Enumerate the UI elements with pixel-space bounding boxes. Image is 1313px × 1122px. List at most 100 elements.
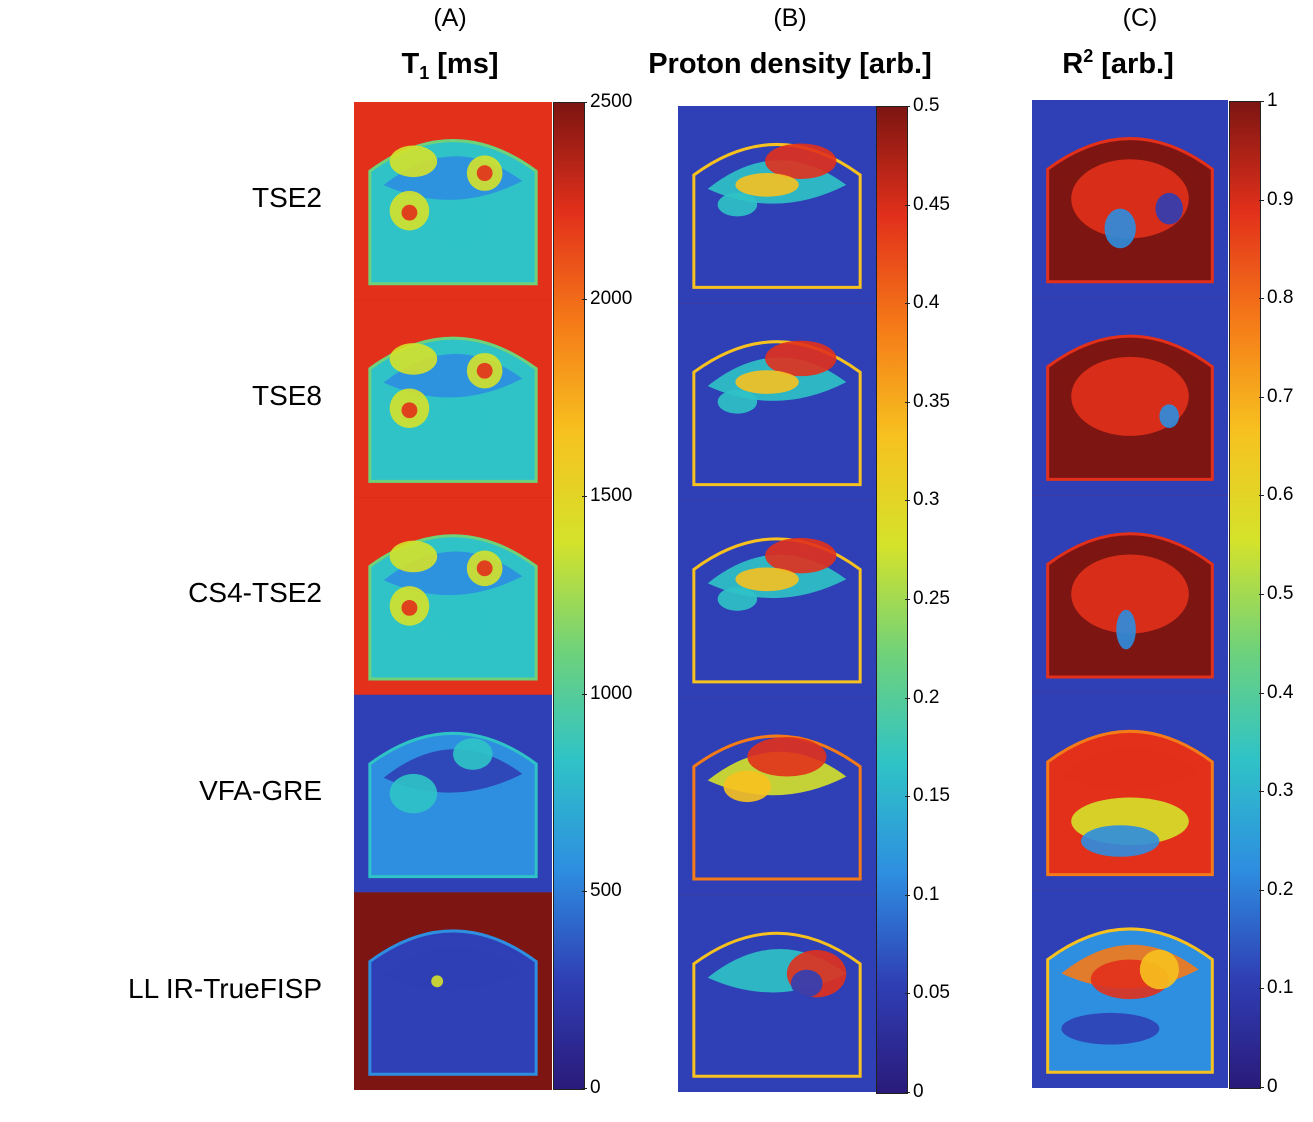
colorbar-tick-label: 1000 — [590, 682, 633, 704]
panel-b-title: Proton density [arb.] — [648, 48, 932, 80]
tissue-blob — [717, 587, 758, 611]
panel-b-letter: (B) — [773, 4, 807, 32]
colorbar-tick-mark — [582, 693, 587, 695]
colorbar-tick-mark — [905, 401, 910, 403]
colorbar-tick-mark — [905, 894, 910, 896]
tissue-blob — [431, 975, 444, 988]
mri-slice — [1032, 100, 1228, 298]
colorbar-tick-mark — [905, 204, 910, 206]
mri-slice — [678, 500, 876, 698]
colorbar-tick-mark — [582, 890, 587, 892]
tissue-blob — [717, 192, 758, 217]
tissue-blob — [476, 362, 493, 379]
tissue-blob — [765, 537, 837, 574]
colorbar-tick-mark — [582, 102, 587, 103]
colorbar-tick-label: 0.7 — [1267, 385, 1294, 407]
r2-map-strip — [1032, 100, 1228, 1088]
tissue-blob — [735, 370, 799, 394]
tissue-blob — [765, 143, 837, 179]
colorbar-tick-mark — [1259, 1087, 1264, 1088]
row-label-tse2: TSE2 — [251, 182, 322, 213]
tissue-blob — [735, 567, 799, 592]
colorbar-tick-label: 0.5 — [913, 95, 940, 116]
row-label-ll-ir-truefisp: LL IR-TrueFISP — [128, 973, 322, 1004]
tissue-blob — [717, 389, 758, 414]
tissue-blob — [476, 560, 493, 577]
panel-c-title: R2 [arb.] — [1062, 46, 1174, 80]
mri-slice — [1032, 495, 1228, 693]
tissue-blob — [723, 770, 772, 803]
mri-slice — [354, 102, 552, 300]
tissue-blob — [1071, 554, 1189, 634]
tissue-blob — [1104, 208, 1136, 249]
colorbar-tick-mark — [582, 496, 587, 498]
r2-colorbar — [1229, 101, 1261, 1089]
colorbar-tick-label: 0.8 — [1267, 287, 1294, 309]
colorbar-tick-label: 0.4 — [913, 292, 940, 314]
colorbar-tick-label: 0 — [913, 1081, 924, 1102]
mri-slice — [354, 694, 552, 893]
tissue-blob — [747, 737, 827, 777]
colorbar-tick-label: 0.3 — [1267, 780, 1294, 802]
tissue-blob — [433, 200, 493, 249]
colorbar-tick-mark — [1259, 594, 1264, 595]
tissue-blob — [1155, 192, 1183, 225]
t1-colorbar — [553, 102, 585, 1090]
proton-density-map-strip — [678, 106, 876, 1092]
colorbar-tick-label: 0 — [590, 1077, 601, 1098]
colorbar-tick-label: 0.45 — [913, 193, 950, 215]
tissue-blob — [401, 402, 418, 419]
colorbar-tick-label: 0.5 — [1267, 583, 1294, 604]
mri-slice — [678, 106, 876, 304]
tissue-blob — [1081, 825, 1160, 857]
tissue-blob — [389, 343, 438, 375]
colorbar-tick-mark — [905, 796, 910, 798]
tissue-blob — [401, 204, 418, 221]
row-label-tse8: TSE8 — [251, 380, 322, 411]
panel-c-letter: (C) — [1122, 4, 1158, 32]
colorbar-tick-label: 0.15 — [913, 785, 950, 807]
colorbar-tick-mark — [582, 299, 587, 301]
tissue-blob — [1061, 1012, 1160, 1045]
colorbar-tick-mark — [1259, 101, 1264, 102]
colorbar-tick-label: 0.4 — [1267, 681, 1294, 703]
mri-slice — [354, 299, 552, 498]
colorbar-tick-mark — [905, 697, 910, 699]
panel-a-title: T1 [ms] — [401, 48, 499, 83]
mri-slice — [354, 892, 552, 1090]
colorbar-tick-mark — [582, 1088, 587, 1089]
row-label-cs4-tse2: CS4-TSE2 — [188, 577, 322, 608]
tissue-blob — [790, 969, 823, 998]
colorbar-tick-mark — [1259, 298, 1264, 300]
tissue-blob — [1116, 609, 1136, 650]
colorbar-tick-label: 0.3 — [913, 489, 940, 511]
tissue-blob — [453, 738, 493, 770]
colorbar-tick-label: 0.6 — [1267, 484, 1294, 506]
colorbar-tick-label: 0.25 — [913, 588, 950, 609]
mri-slices-svg — [1032, 100, 1228, 1088]
colorbar-tick-label: 2500 — [590, 91, 633, 112]
organ-region — [383, 946, 523, 991]
colorbar-tick-label: 1 — [1267, 90, 1278, 111]
colorbar-tick-label: 0 — [1267, 1076, 1278, 1097]
tissue-blob — [433, 596, 493, 644]
tissue-blob — [476, 165, 493, 182]
mri-slice — [678, 303, 876, 501]
colorbar-tick-label: 500 — [590, 879, 622, 901]
tissue-blob — [401, 599, 418, 616]
colorbar-tick-label: 0.1 — [1267, 977, 1294, 999]
colorbar-tick-mark — [905, 303, 910, 305]
colorbar-tick-mark — [1259, 495, 1264, 497]
panel-a-letter: (A) — [433, 4, 467, 32]
colorbar-tick-label: 0.1 — [913, 883, 940, 905]
tissue-blob — [389, 773, 438, 814]
t1-map-strip — [354, 102, 552, 1090]
mri-slice — [1032, 890, 1228, 1088]
colorbar-tick-mark — [1259, 988, 1264, 990]
organ-region — [1061, 747, 1199, 791]
colorbar-tick-label: 0.35 — [913, 390, 950, 412]
proton-density-colorbar — [876, 106, 908, 1094]
colorbar-tick-mark — [1259, 791, 1264, 793]
tissue-blob — [389, 540, 438, 573]
colorbar-tick-label: 0.05 — [913, 982, 950, 1004]
